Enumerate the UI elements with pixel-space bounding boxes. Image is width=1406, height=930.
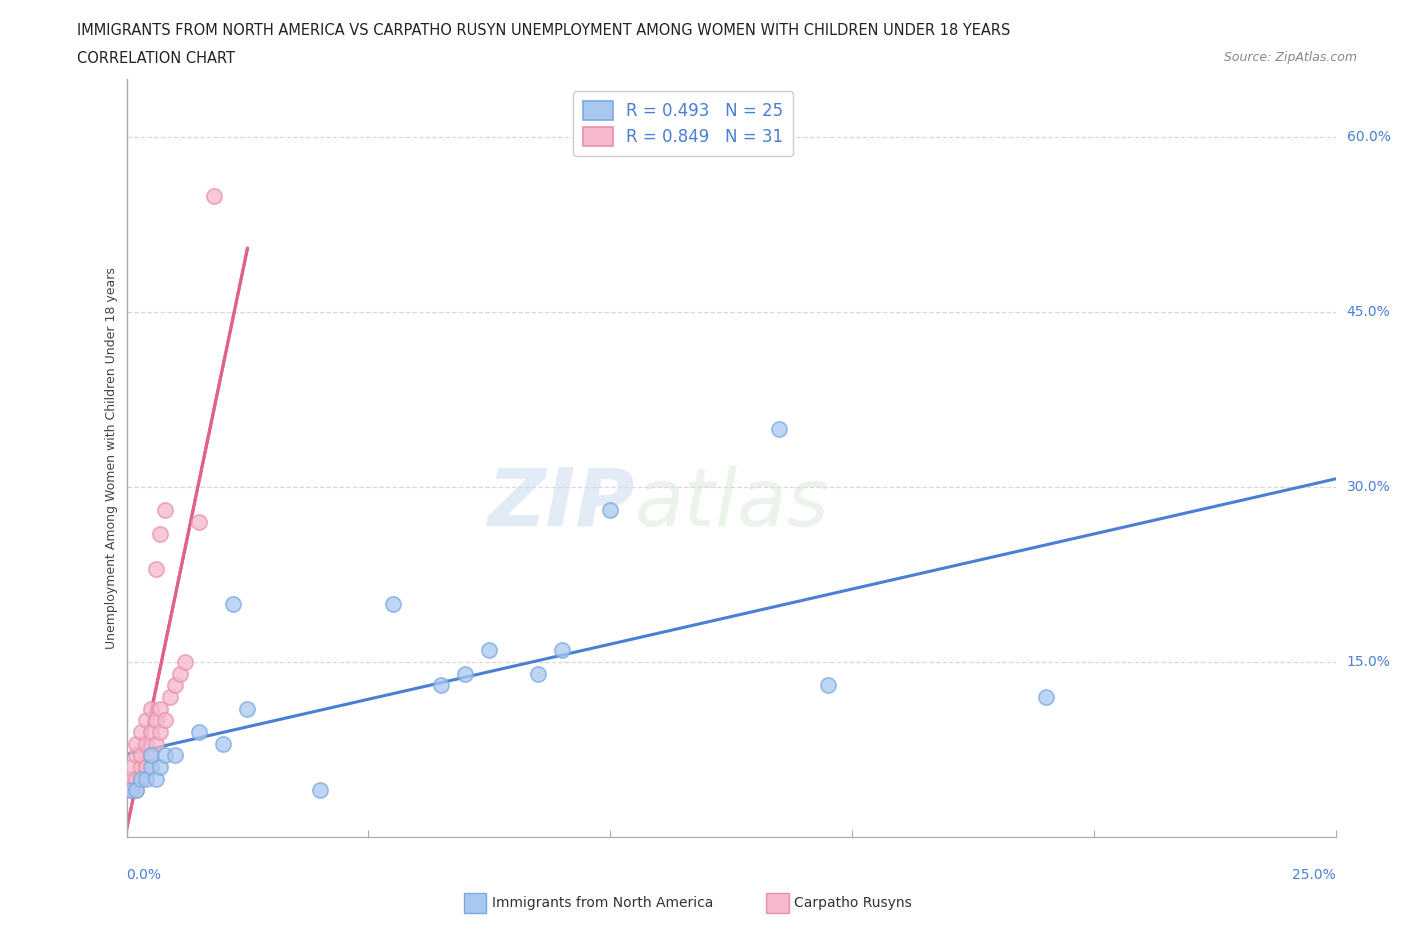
Point [135,760,157,775]
Text: 60.0%: 60.0% [1347,130,1391,144]
Point [817,678,839,693]
Point [430,678,453,693]
Point [135,737,157,751]
Point [163,678,186,693]
Point [125,748,148,763]
Text: 0.0%: 0.0% [127,868,162,882]
Text: IMMIGRANTS FROM NORTH AMERICA VS CARPATHO RUSYN UNEMPLOYMENT AMONG WOMEN WITH CH: IMMIGRANTS FROM NORTH AMERICA VS CARPATH… [77,23,1011,38]
Point [381,596,404,611]
Text: ZIP: ZIP [486,464,634,542]
Point [135,771,157,786]
Point [155,503,177,518]
Point [145,771,167,786]
Point [163,748,186,763]
Point [454,666,477,681]
Point [149,760,172,775]
Point [149,701,172,716]
Point [599,503,621,518]
Y-axis label: Unemployment Among Women with Children Under 18 years: Unemployment Among Women with Children U… [105,267,118,649]
Text: Carpatho Rusyns: Carpatho Rusyns [794,896,912,910]
Point [129,771,152,786]
Point [551,643,574,658]
Point [139,748,162,763]
Point [120,783,142,798]
Point [125,783,148,798]
Point [139,760,162,775]
Point [526,666,548,681]
Point [145,562,167,577]
Point [169,666,191,681]
Point [1035,690,1057,705]
Point [120,783,142,798]
Point [129,748,152,763]
Point [309,783,332,798]
Text: Immigrants from North America: Immigrants from North America [492,896,713,910]
Point [129,724,152,739]
Text: Source: ZipAtlas.com: Source: ZipAtlas.com [1223,51,1357,64]
Text: 15.0%: 15.0% [1347,655,1391,669]
Point [149,724,172,739]
Point [236,701,259,716]
Text: 30.0%: 30.0% [1347,480,1391,494]
Point [212,737,235,751]
Point [222,596,245,611]
Point [155,748,177,763]
Text: 45.0%: 45.0% [1347,305,1391,319]
Point [768,421,790,436]
Point [155,713,177,728]
Point [139,724,162,739]
Point [188,514,211,529]
Point [139,701,162,716]
Point [145,737,167,751]
Point [478,643,501,658]
Point [159,690,181,705]
Point [202,188,225,203]
Point [145,713,167,728]
Text: 25.0%: 25.0% [1292,868,1336,882]
Point [149,526,172,541]
Point [125,737,148,751]
Point [125,771,148,786]
Legend: R = 0.493   N = 25, R = 0.849   N = 31: R = 0.493 N = 25, R = 0.849 N = 31 [572,91,793,156]
Text: CORRELATION CHART: CORRELATION CHART [77,51,235,66]
Point [129,771,152,786]
Point [135,713,157,728]
Point [120,771,142,786]
Point [173,655,195,670]
Point [188,724,211,739]
Point [125,783,148,798]
Point [129,760,152,775]
Text: atlas: atlas [634,464,830,542]
Point [120,760,142,775]
Point [139,748,162,763]
